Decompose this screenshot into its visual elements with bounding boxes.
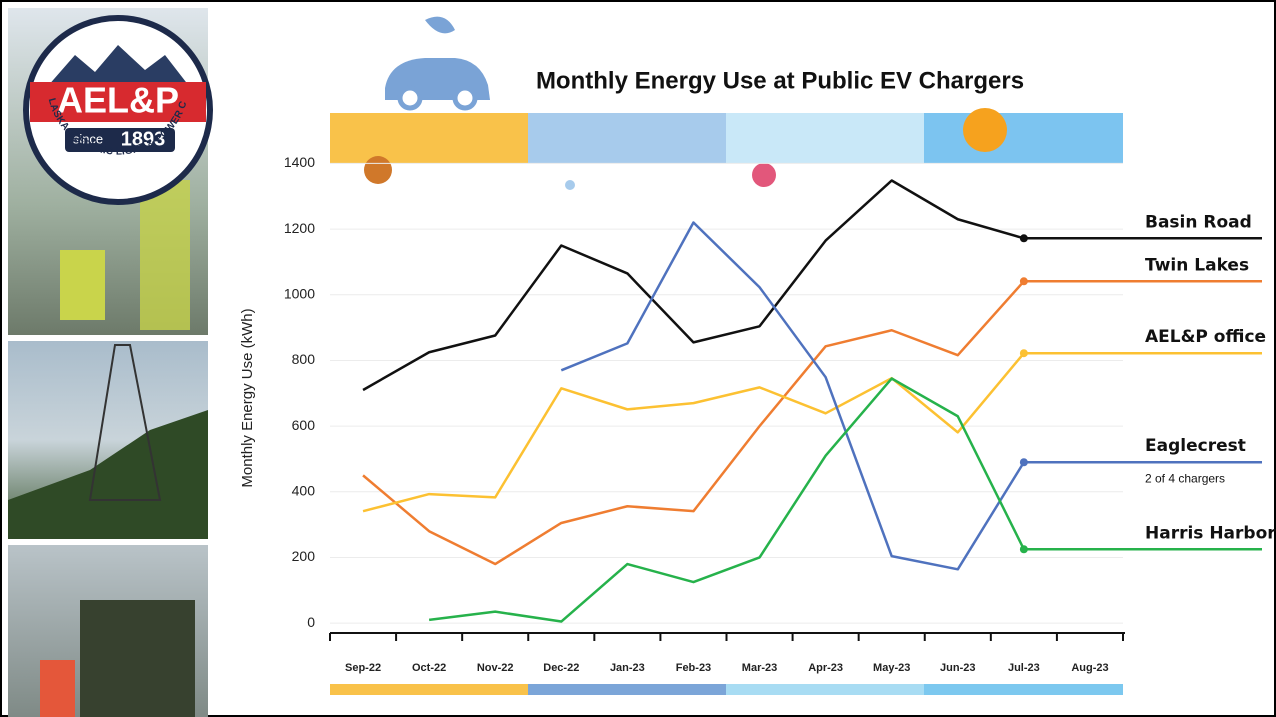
season-autumn <box>330 113 528 163</box>
series-label: AEL&P office <box>1145 327 1266 347</box>
series-label: Harris Harbor <box>1145 523 1276 543</box>
season-band <box>330 684 528 695</box>
season-summer <box>924 113 1123 163</box>
x-tick-label: Jan-23 <box>610 662 645 674</box>
sun <box>963 108 1007 152</box>
series-label: Twin Lakes <box>1145 255 1249 275</box>
leaf <box>364 156 392 184</box>
photo-detail <box>60 250 105 320</box>
x-tick-label: May-23 <box>873 662 910 674</box>
y-tick-label: 1400 <box>284 154 315 170</box>
photo-detail <box>80 600 195 717</box>
season-band <box>528 684 726 695</box>
snow <box>565 180 575 190</box>
end-point <box>1020 234 1028 242</box>
y-tick-label: 400 <box>292 483 316 499</box>
y-tick-label: 800 <box>292 351 316 367</box>
season-spring <box>726 113 924 163</box>
end-point <box>1020 277 1028 285</box>
y-tick-label: 1200 <box>284 220 315 236</box>
chart-title: Monthly Energy Use at Public EV Chargers <box>536 67 1024 94</box>
slide: AEL&P since 1893 ALASKA ELECTRIC LIGHT &… <box>0 0 1276 717</box>
series-label: Eaglecrest <box>1145 436 1246 456</box>
season-band <box>726 684 924 695</box>
season-band <box>924 684 1123 695</box>
x-tick-label: Sep-22 <box>345 662 381 674</box>
photo-detail <box>140 180 190 330</box>
x-tick-label: Feb-23 <box>676 662 711 674</box>
x-tick-label: Nov-22 <box>477 662 514 674</box>
x-tick-label: Apr-23 <box>808 662 843 674</box>
logo-name: AEL&P <box>57 80 179 121</box>
butterfly <box>752 163 776 187</box>
x-tick-label: Jun-23 <box>940 662 975 674</box>
x-tick-label: Aug-23 <box>1071 662 1108 674</box>
y-tick-label: 200 <box>292 548 316 564</box>
end-point <box>1020 349 1028 357</box>
x-tick-label: Oct-22 <box>412 662 446 674</box>
photo-detail <box>40 660 75 717</box>
end-point <box>1020 458 1028 466</box>
x-tick-label: Jul-23 <box>1008 662 1040 674</box>
series-label: Basin Road <box>1145 212 1252 232</box>
y-tick-label: 600 <box>292 417 316 433</box>
y-tick-label: 0 <box>307 614 315 630</box>
end-point <box>1020 545 1028 553</box>
y-tick-label: 1000 <box>284 285 315 301</box>
x-tick-label: Dec-22 <box>543 662 579 674</box>
season-winter <box>528 113 726 163</box>
y-axis-label: Monthly Energy Use (kWh) <box>239 308 256 487</box>
x-tick-label: Mar-23 <box>742 662 777 674</box>
annotation: 2 of 4 chargers <box>1145 471 1225 485</box>
